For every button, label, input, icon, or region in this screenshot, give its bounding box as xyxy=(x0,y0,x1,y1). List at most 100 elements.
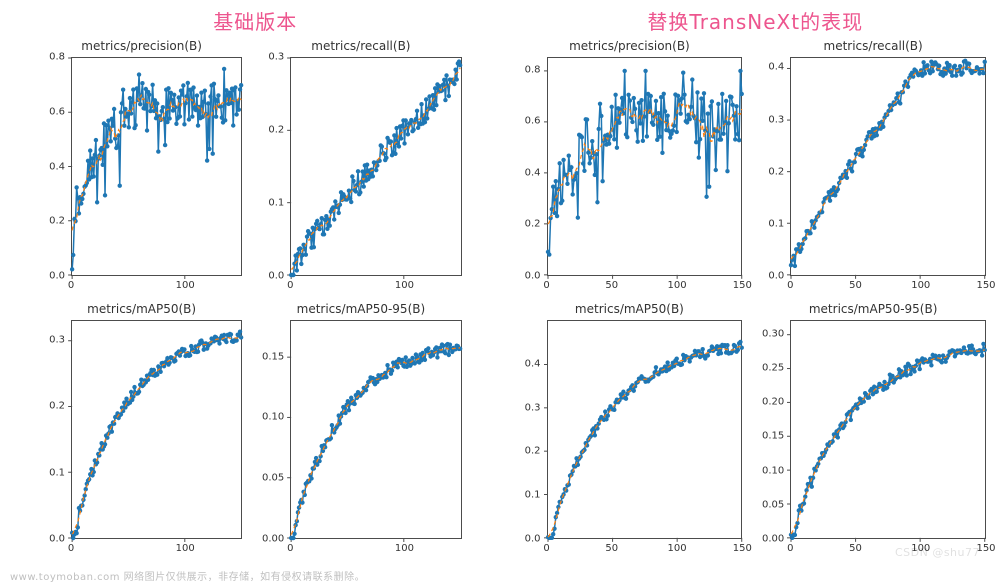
data-marker xyxy=(551,532,555,536)
data-marker xyxy=(231,123,235,127)
data-marker xyxy=(653,99,657,103)
data-marker xyxy=(913,369,917,373)
data-marker xyxy=(152,368,156,372)
data-marker xyxy=(118,184,122,188)
data-marker xyxy=(447,353,451,357)
data-marker xyxy=(180,92,184,96)
x-tick-label: 0 xyxy=(543,543,549,554)
data-marker xyxy=(353,402,357,406)
y-tick-label: 0.20 xyxy=(762,397,784,408)
data-marker xyxy=(861,154,865,158)
data-marker xyxy=(415,109,419,113)
data-marker xyxy=(380,144,384,148)
data-marker xyxy=(147,93,151,97)
data-marker xyxy=(101,163,105,167)
data-marker xyxy=(112,107,116,111)
smooth-line xyxy=(548,347,742,537)
data-marker xyxy=(896,91,900,95)
data-marker xyxy=(557,161,561,165)
series-svg xyxy=(791,321,985,538)
data-marker xyxy=(793,533,797,537)
data-marker xyxy=(105,144,109,148)
data-marker xyxy=(662,109,666,113)
group-baseline-grid: metrics/precision(B) 0.00.20.40.60.8 010… xyxy=(35,35,476,587)
data-marker xyxy=(733,344,737,348)
data-marker xyxy=(626,93,630,97)
data-marker xyxy=(86,159,90,163)
data-marker xyxy=(735,348,739,352)
data-marker xyxy=(599,114,603,118)
data-marker xyxy=(239,335,243,339)
y-tick-label: 0.2 xyxy=(525,219,541,230)
data-marker xyxy=(423,120,427,124)
y-tick-label: 0.00 xyxy=(262,534,284,545)
data-marker xyxy=(944,359,948,363)
x-tick-label: 0 xyxy=(68,543,74,554)
data-marker xyxy=(194,108,198,112)
data-marker xyxy=(181,83,185,87)
data-marker xyxy=(411,356,415,360)
plot-area xyxy=(547,320,743,539)
data-marker xyxy=(349,200,353,204)
data-marker xyxy=(596,127,600,131)
data-marker xyxy=(206,101,210,105)
data-marker xyxy=(656,111,660,115)
data-marker xyxy=(315,219,319,223)
data-marker xyxy=(708,104,712,108)
y-tick-label: 0.1 xyxy=(49,467,65,478)
data-marker xyxy=(580,161,584,165)
data-marker xyxy=(674,130,678,134)
data-marker xyxy=(397,144,401,148)
y-tick-label: 0.6 xyxy=(525,116,541,127)
data-marker xyxy=(810,485,814,489)
smooth-line xyxy=(791,350,985,534)
data-marker xyxy=(926,63,930,67)
data-marker xyxy=(648,94,652,98)
data-marker xyxy=(291,273,295,277)
data-marker xyxy=(881,125,885,129)
data-marker xyxy=(891,374,895,378)
chart-baseline-map5095: metrics/mAP50-95(B) 0.000.050.100.15 010… xyxy=(254,302,467,559)
data-marker xyxy=(718,137,722,141)
data-marker xyxy=(412,128,416,132)
y-tick-label: 0.8 xyxy=(49,52,65,63)
y-axis: 0.000.050.100.15 xyxy=(254,320,288,539)
data-marker xyxy=(980,353,984,357)
data-marker xyxy=(600,179,604,183)
data-marker xyxy=(713,168,717,172)
data-marker xyxy=(872,385,876,389)
data-marker xyxy=(122,124,126,128)
data-marker xyxy=(630,120,634,124)
data-marker xyxy=(940,360,944,364)
data-marker xyxy=(229,332,233,336)
y-tick-label: 0.3 xyxy=(49,334,65,345)
data-marker xyxy=(434,103,438,107)
data-marker xyxy=(653,365,657,369)
data-marker xyxy=(452,82,456,86)
data-marker xyxy=(174,122,178,126)
data-marker xyxy=(224,340,228,344)
data-marker xyxy=(729,95,733,99)
data-marker xyxy=(595,200,599,204)
x-axis: 050100150 xyxy=(790,278,986,296)
data-marker xyxy=(907,363,911,367)
y-tick-label: 0.2 xyxy=(268,125,284,136)
data-marker xyxy=(458,347,462,351)
data-marker xyxy=(579,135,583,139)
x-axis: 0100 xyxy=(290,278,461,296)
data-marker xyxy=(569,165,573,169)
data-marker xyxy=(448,343,452,347)
x-tick-label: 100 xyxy=(176,280,195,291)
data-marker xyxy=(909,372,913,376)
data-marker xyxy=(551,184,555,188)
group-transnext-title: 替换TransNeXt的表现 xyxy=(511,6,1000,35)
raw-line xyxy=(548,71,742,255)
data-marker xyxy=(361,169,365,173)
data-marker xyxy=(455,77,459,81)
y-tick-label: 0.10 xyxy=(762,465,784,476)
series-svg xyxy=(548,321,742,538)
data-marker xyxy=(211,152,215,156)
data-marker xyxy=(592,433,596,437)
data-marker xyxy=(190,114,194,118)
data-marker xyxy=(328,224,332,228)
